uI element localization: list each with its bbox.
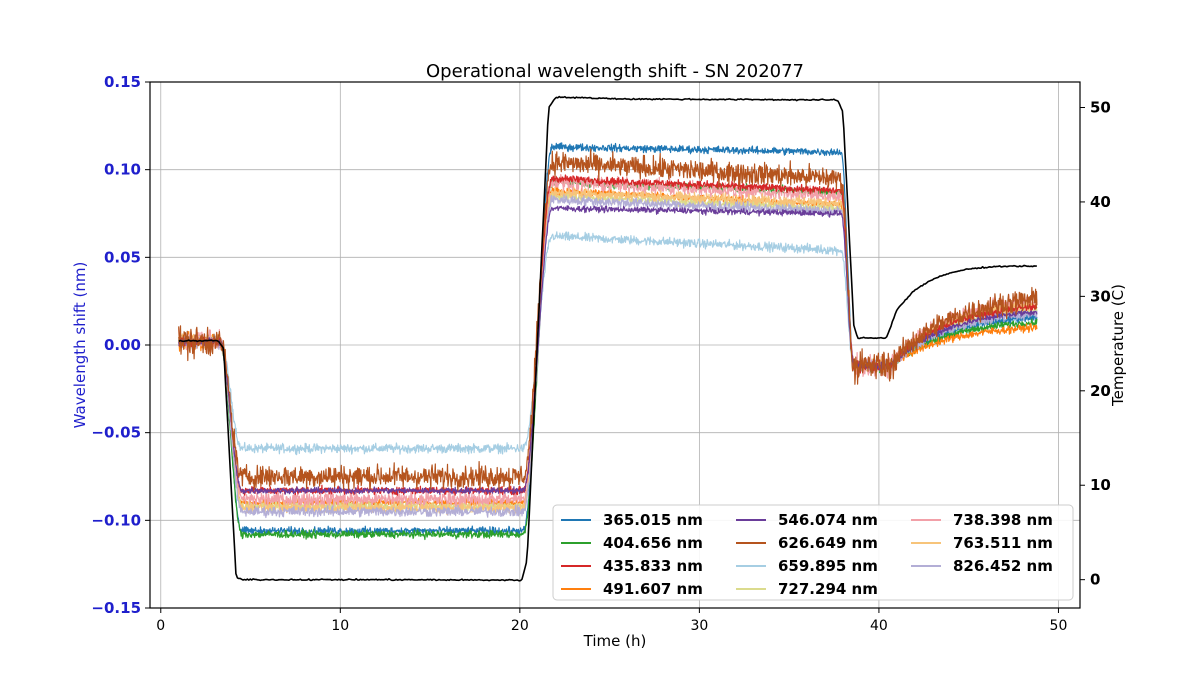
y-axis-label: Wavelength shift (nm) — [71, 262, 89, 429]
legend-box — [552, 504, 1074, 601]
legend-label: 491.607 nm — [603, 580, 703, 598]
legend-label: 546.074 nm — [778, 511, 878, 529]
y-tick-label: 0.10 — [104, 161, 141, 179]
series-line — [178, 148, 1038, 492]
y2-tick-label: 10 — [1090, 476, 1111, 494]
legend-label: 738.398 nm — [953, 511, 1053, 529]
legend-label: 727.294 nm — [778, 580, 878, 598]
x-tick-label: 50 — [1050, 618, 1068, 634]
y2-tick-label: 30 — [1090, 287, 1111, 305]
y-tick-label: −0.10 — [91, 511, 141, 529]
y2-tick-label: 40 — [1090, 193, 1111, 211]
x-tick-label: 30 — [690, 618, 708, 634]
x-axis-label: Time (h) — [583, 632, 647, 650]
y2-tick-label: 0 — [1090, 571, 1100, 589]
temperature-line — [178, 95, 1037, 582]
y2-axis-label: Temperature (C) — [1109, 284, 1127, 407]
y-tick-label: 0.15 — [104, 73, 141, 91]
y2-tick-label: 20 — [1090, 382, 1111, 400]
plot-series — [178, 95, 1038, 582]
y-tick-label: 0.00 — [104, 336, 141, 354]
chart-title: Operational wavelength shift - SN 202077 — [426, 61, 804, 82]
legend-label: 826.452 nm — [953, 557, 1053, 575]
y-tick-label: −0.15 — [91, 599, 141, 617]
x-tick-label: 40 — [870, 618, 888, 634]
legend-label: 626.649 nm — [778, 534, 878, 552]
legend: 365.015 nm 404.656 nm 435.833 nm 491.607 nm… — [552, 504, 1074, 601]
y-tick-label: −0.05 — [91, 424, 141, 442]
legend-label: 435.833 nm — [603, 557, 703, 575]
legend-label: 659.895 nm — [778, 557, 878, 575]
legend-label: 763.511 nm — [953, 534, 1053, 552]
y-tick-label: 0.05 — [104, 248, 141, 266]
x-tick-label: 0 — [156, 618, 165, 634]
legend-label: 365.015 nm — [603, 511, 703, 529]
legend-label: 404.656 nm — [603, 534, 703, 552]
y2-tick-label: 50 — [1090, 98, 1111, 116]
axes: 0 10 20 30 40 50 −0.15 −0.10 −0.05 0.00 0.05 0.10 0.… — [91, 73, 1110, 634]
x-tick-label: 10 — [331, 618, 349, 634]
x-tick-label: 20 — [511, 618, 529, 634]
